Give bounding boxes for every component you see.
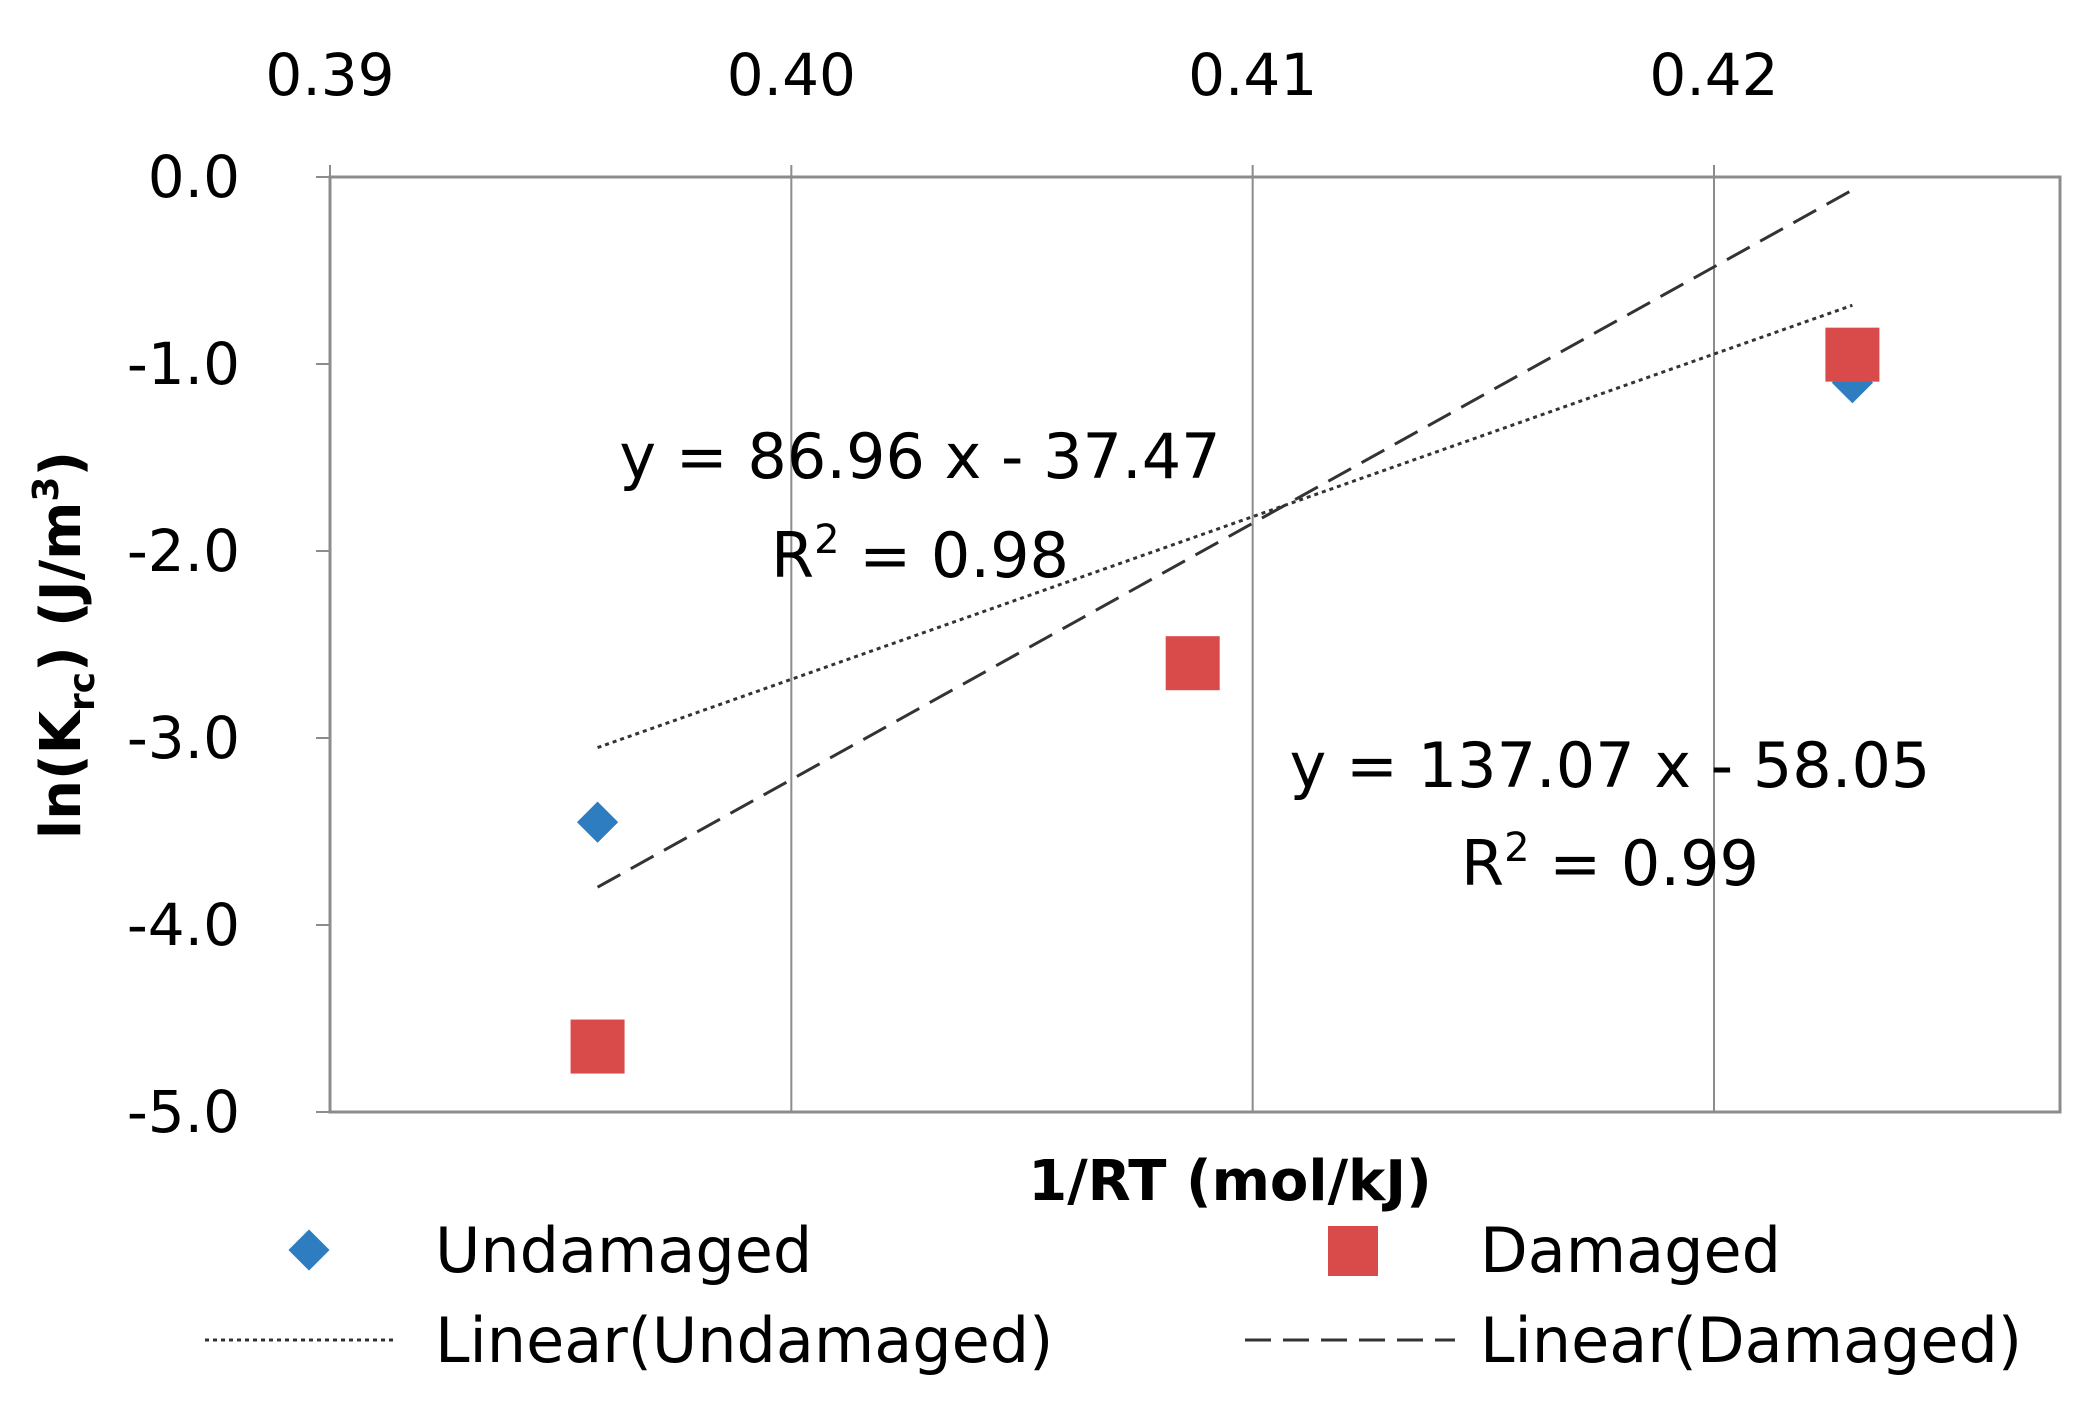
y-tick-label: 0.0: [148, 143, 240, 211]
y-tick-label: -1.0: [127, 330, 240, 398]
legend-item-linear-undamaged[interactable]: Linear(Undamaged): [205, 1304, 1053, 1377]
point-damaged: [1165, 636, 1220, 691]
undamaged-r2-label: R2 = 0.98: [771, 517, 1069, 592]
y-axis-title: ln(Krc) (J/m3): [26, 451, 103, 839]
trendline-undamaged: [597, 303, 1853, 749]
legend-label-undamaged: Undamaged: [435, 1214, 812, 1287]
y-tick-label: -3.0: [127, 704, 240, 772]
trendline-damaged: [596, 188, 1854, 889]
y-tick-label: -2.0: [127, 517, 240, 585]
legend-square-marker: [1328, 1226, 1378, 1276]
x-axis-tick-labels: 0.39 0.40 0.41 0.42: [265, 41, 1778, 109]
y-tick-label: -5.0: [127, 1078, 240, 1146]
point-undamaged: [574, 798, 621, 846]
point-damaged: [570, 1019, 625, 1074]
y-axis-tick-labels: 0.0 -1.0 -2.0 -3.0 -4.0 -5.0: [127, 143, 240, 1146]
legend-diamond-marker: [285, 1226, 333, 1274]
y-tick-label: -4.0: [127, 891, 240, 959]
trendlines: [596, 188, 1854, 889]
x-tick-label: 0.41: [1188, 41, 1317, 109]
x-axis-title: 1/RT (mol/kJ): [1028, 1149, 1431, 1214]
x-tick-label: 0.42: [1649, 41, 1778, 109]
legend: Undamaged Damaged Linear(Undamaged) Line…: [205, 1214, 2022, 1377]
legend-label-linear-damaged: Linear(Damaged): [1480, 1304, 2022, 1377]
damaged-r2-label: R2 = 0.99: [1461, 825, 1759, 900]
legend-item-undamaged[interactable]: Undamaged: [285, 1214, 812, 1287]
x-tick-label: 0.40: [727, 41, 856, 109]
legend-item-linear-damaged[interactable]: Linear(Damaged): [1245, 1304, 2022, 1377]
legend-label-linear-undamaged: Linear(Undamaged): [435, 1304, 1053, 1377]
gridlines: [316, 165, 1715, 1113]
legend-label-damaged: Damaged: [1480, 1214, 1781, 1287]
undamaged-equation-label: y = 86.96 x - 37.47: [619, 420, 1220, 493]
legend-item-damaged[interactable]: Damaged: [1328, 1214, 1781, 1287]
point-damaged: [1825, 327, 1880, 382]
damaged-equation-label: y = 137.07 x - 58.05: [1290, 729, 1931, 802]
data-points: [570, 327, 1880, 1074]
plot-area: [328, 175, 2062, 1114]
x-tick-label: 0.39: [265, 41, 394, 109]
